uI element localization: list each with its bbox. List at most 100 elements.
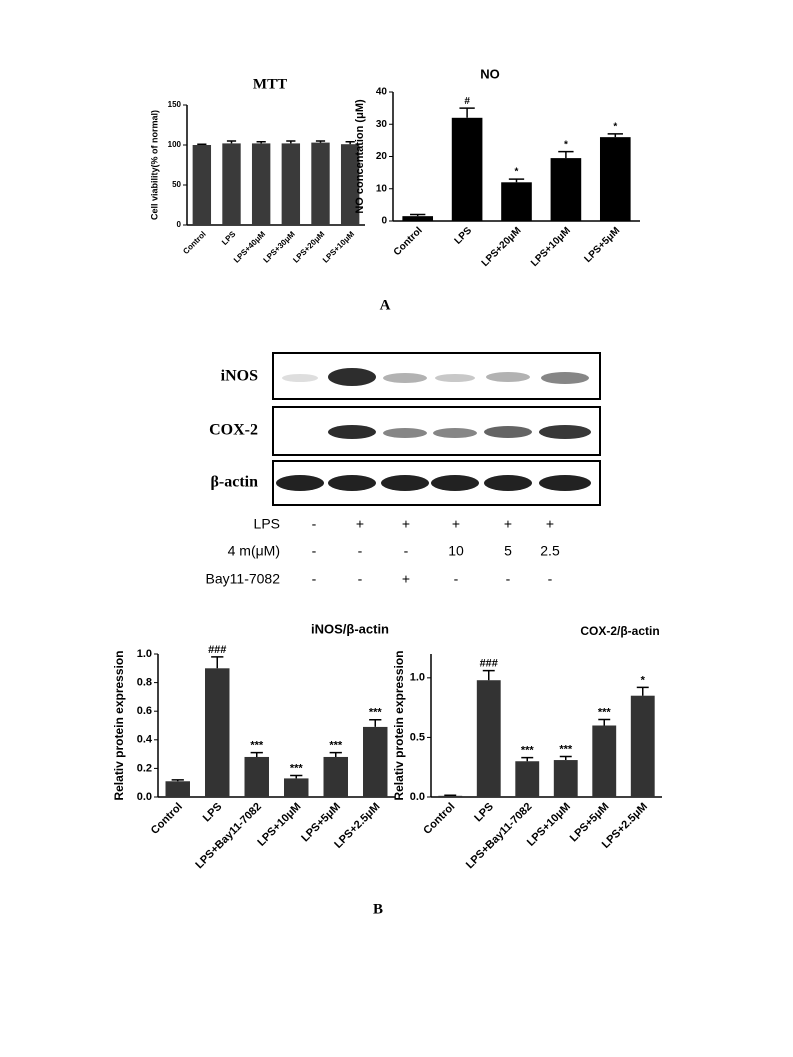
- bar: [476, 680, 501, 797]
- bar: [244, 756, 269, 797]
- treatment-cell: 2.5: [540, 543, 560, 559]
- chart-title: COX-2/β-actin: [580, 624, 659, 638]
- treatment-cell: -: [454, 571, 459, 587]
- treatment-cell: -: [312, 516, 317, 532]
- y-tick-label: 150: [168, 100, 182, 109]
- treatment-cell: +: [402, 571, 410, 587]
- bar: [363, 726, 388, 797]
- error-bar: [508, 178, 525, 183]
- bar: [281, 143, 301, 225]
- significance-mark: ***: [559, 743, 573, 755]
- x-tick-label: Control: [421, 801, 457, 837]
- error-bar: [256, 141, 266, 144]
- significance-mark: ***: [250, 740, 264, 752]
- y-tick-label: 0.5: [410, 731, 425, 743]
- treatment-label: Bay11-7082: [206, 571, 281, 587]
- significance-mark: ***: [598, 706, 612, 718]
- bar: [592, 725, 617, 797]
- significance-mark: *: [613, 122, 617, 133]
- bar: [402, 216, 434, 221]
- significance-mark: ###: [208, 644, 226, 656]
- y-tick-label: 50: [172, 180, 181, 189]
- y-tick-label: 1.0: [137, 648, 152, 660]
- bar: [205, 668, 230, 797]
- treatment-cell: -: [506, 571, 511, 587]
- error-bar: [444, 794, 457, 796]
- bar: [323, 756, 348, 797]
- error-bar: [482, 669, 495, 681]
- treatment-label: LPS: [254, 516, 280, 532]
- x-tick-label: LPS: [472, 801, 496, 825]
- error-bar: [598, 718, 611, 726]
- y-tick-label: 1.0: [410, 672, 425, 684]
- x-tick-label: LPS+20μM: [480, 225, 524, 269]
- panel-label: B: [373, 901, 383, 917]
- error-bar: [558, 150, 574, 159]
- significance-mark: ***: [329, 740, 343, 752]
- y-tick-label: 0.0: [137, 791, 152, 803]
- blot-row-label: COX-2: [209, 422, 258, 439]
- treatment-cell: -: [404, 543, 409, 559]
- error-bar: [559, 755, 572, 761]
- bar: [222, 143, 241, 225]
- significance-mark: ***: [369, 707, 383, 719]
- bands: [276, 368, 591, 491]
- chart-title: MTT: [253, 76, 287, 92]
- error-bar: [250, 751, 263, 757]
- treatment-cell: 5: [504, 543, 512, 559]
- significance-mark: *: [564, 139, 568, 150]
- x-tick-label: LPS+Bay11-7082: [464, 801, 535, 872]
- bar: [165, 781, 190, 797]
- error-bar: [211, 656, 224, 669]
- error-bar: [459, 107, 475, 118]
- bar: [438, 795, 463, 797]
- blot-row-label: β-actin: [210, 474, 258, 491]
- bar: [501, 182, 532, 221]
- x-tick-label: LPS+Bay11-7082: [193, 801, 264, 872]
- treatment-cell: -: [358, 543, 363, 559]
- error-bar: [345, 141, 355, 145]
- x-tick-label: LPS: [453, 225, 475, 247]
- significance-mark: *: [641, 674, 646, 686]
- y-axis-label: Cell viability(% of normal): [149, 110, 159, 220]
- blot-row-label: iNOS: [221, 368, 258, 385]
- bar: [192, 145, 212, 225]
- y-tick-label: 30: [376, 119, 388, 130]
- treatment-cell: -: [312, 571, 317, 587]
- significance-mark: ###: [480, 658, 498, 670]
- treatment-cell: +: [452, 516, 460, 532]
- treatment-label: 4 m(μM): [228, 543, 280, 559]
- y-tick-label: 10: [376, 183, 388, 194]
- y-tick-label: 0.4: [137, 734, 153, 746]
- chart-title: iNOS/β-actin: [311, 621, 389, 636]
- error-bar: [636, 686, 649, 696]
- bar: [340, 144, 360, 225]
- panel-label: A: [380, 297, 391, 313]
- treatment-cell: -: [358, 571, 363, 587]
- bar: [251, 143, 271, 225]
- error-bar: [369, 719, 382, 727]
- y-tick-label: 0.2: [137, 762, 152, 774]
- significance-mark: ***: [290, 762, 304, 774]
- bar: [451, 117, 483, 221]
- x-tick-label: LPS: [220, 229, 238, 247]
- y-tick-label: 100: [168, 140, 182, 149]
- treatment-cell: +: [504, 516, 512, 532]
- x-tick-label: LPS+10μM: [529, 225, 573, 269]
- significance-mark: *: [515, 167, 519, 178]
- error-bar: [226, 140, 237, 144]
- error-bar: [171, 779, 184, 782]
- x-tick-label: Control: [392, 225, 425, 258]
- treatment-cell: +: [402, 516, 410, 532]
- y-axis-label: Relativ protein expression: [112, 650, 126, 800]
- treatment-cell: +: [356, 516, 364, 532]
- error-bar: [315, 140, 326, 143]
- y-axis-label: Relativ protein expression: [392, 650, 406, 800]
- treatment-cell: -: [548, 571, 553, 587]
- y-tick-label: 0.6: [137, 705, 152, 717]
- error-bar: [521, 756, 534, 762]
- significance-mark: #: [464, 96, 470, 107]
- error-bar: [286, 140, 296, 144]
- y-tick-label: 40: [376, 87, 388, 98]
